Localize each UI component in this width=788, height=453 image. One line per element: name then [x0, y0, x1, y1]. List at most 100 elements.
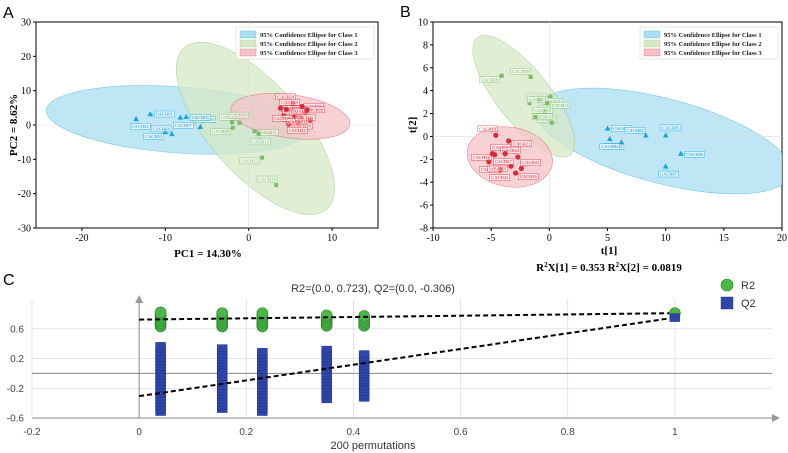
q2-original-model-point: [669, 313, 681, 322]
plot-area: CACH01CACH02CACH03CACH04CACH05CACH06CACH…: [433, 22, 782, 228]
point-CACH06: [183, 113, 189, 119]
point-label-CACH05: CACH05: [662, 125, 680, 130]
point-label-CACH06: CACH06: [192, 115, 210, 120]
point-label-CACH23: CACH23: [489, 166, 507, 171]
point-label-CACH10: CACH10: [527, 94, 545, 99]
point-label-CACH24: CACH24: [277, 94, 295, 99]
label-box-CACH26: [518, 173, 539, 180]
label-box-CACH25: [279, 99, 300, 106]
panel-b-letter: B: [400, 4, 411, 21]
point-label-CACH16: CACH16: [294, 124, 312, 129]
point-label-CACH10: CACH10: [230, 113, 248, 118]
label-box-CACH27: [492, 158, 514, 165]
point-label-CACH13: CACH13: [529, 97, 547, 102]
point-CACH06: [677, 150, 684, 156]
point-CACH03: [618, 139, 625, 145]
y-tick-label-1: -0.2: [7, 384, 25, 395]
panel-b-xlabel: t[1]: [601, 245, 618, 257]
point-label-CACH22: CACH22: [491, 175, 508, 180]
q2-point: [155, 342, 166, 350]
x-tick-label-0: -20: [75, 233, 88, 244]
label-box-CACH14: [256, 175, 278, 183]
legend-entry-1: 95% Confidence Ellipse for Class 1: [664, 32, 762, 39]
y-axis-arrow-icon: [135, 295, 144, 303]
point-label-CACH26: CACH26: [520, 174, 538, 179]
y-tick-label-7: 6: [423, 63, 428, 74]
point-CACH01: [604, 125, 611, 131]
point-label-CACH19: CACH19: [479, 126, 497, 131]
y-tick-label-1: -20: [18, 189, 31, 200]
label-box-CACH09: [510, 68, 531, 75]
y-tick-label-0: -0.6: [7, 414, 25, 425]
label-box-CACH05: [660, 124, 682, 132]
label-box-CACH13: [527, 96, 548, 103]
r2-point: [216, 307, 228, 319]
label-box-CACH12: [250, 138, 271, 146]
point-label-CACH13: CACH13: [241, 158, 259, 163]
x-tick-label-6: 20: [777, 233, 787, 244]
point-label-CACH25: CACH25: [281, 100, 299, 105]
label-box-CACH14: [532, 113, 553, 120]
y-tick-label-6: 30: [21, 18, 31, 29]
label-box-CACH07: [658, 170, 679, 178]
r2-regression-line: [139, 312, 675, 321]
plot-area: CACH01CACH02CACH03CACH04CACH05CACH06CACH…: [36, 22, 378, 228]
point-label-CACH22: CACH22: [289, 128, 306, 133]
label-box-CACH02: [129, 123, 151, 130]
y-tick-label-3: 0: [26, 121, 31, 132]
point-label-CACH27: CACH27: [495, 159, 513, 164]
r2-point: [256, 307, 269, 319]
label-box-CACH04: [150, 125, 172, 133]
point-CACH04: [169, 131, 175, 137]
x-tick-label-4: 10: [661, 233, 671, 244]
label-box-CACH15: [532, 107, 553, 114]
label-box-CACH04: [624, 127, 646, 134]
point-label-CACH12: CACH12: [252, 139, 269, 144]
legend-q2-label: Q2: [741, 298, 756, 310]
panel-a-xlabel: PC1 = 14.30%: [174, 248, 242, 260]
point-label-CACH18: CACH18: [473, 155, 491, 160]
x-tick-label-1: -10: [159, 233, 172, 244]
q2-point: [321, 345, 332, 354]
y-tick-label-4: 10: [21, 86, 31, 97]
point-label-CACH03: CACH03: [601, 144, 619, 149]
label-box-CACH24: [500, 146, 521, 154]
legend-entry-2: 95% Confidence Ellipse for Class 2: [664, 41, 762, 48]
panel-c-permutation-plot: -0.6 -0.2 0.2 0.6 -0.2 0 0.2 0.4 0.6 0.8 1 R2 Q2: [7, 278, 780, 438]
label-box-CACH06: [684, 151, 705, 158]
panel-a-letter: A: [3, 5, 14, 22]
point-label-CACH11: CACH11: [544, 99, 561, 104]
y-tick-label-0: -8: [420, 224, 428, 235]
point-CACH07: [662, 163, 669, 169]
point-label-CACH26: CACH26: [306, 107, 324, 112]
legend-r2-label: R2: [741, 280, 755, 292]
label-box-CACH16: [550, 102, 571, 109]
legend-r2-marker: [720, 278, 734, 292]
point-label-CACH07: CACH07: [175, 123, 193, 128]
point-label-CACH21: CACH21: [291, 110, 308, 115]
legend-entry-3: 95% Confidence Ellipse for Class 3: [664, 50, 762, 57]
label-box-CACH19: [477, 125, 498, 133]
q2-point: [358, 350, 370, 358]
label-box-CACH03: [599, 143, 621, 150]
point-label-CACH04: CACH04: [627, 128, 645, 133]
point-label-CACH23: CACH23: [288, 119, 306, 124]
point-label-CACH14: CACH14: [534, 114, 552, 119]
panel-b-ylabel: t[2]: [407, 117, 419, 134]
legend-entry-3: 95% Confidence Ellipse for Class 3: [260, 50, 358, 57]
panel-c-xlabel: 200 permutations: [331, 440, 416, 452]
q2-point: [257, 348, 268, 356]
point-label-CACH25: CACH25: [522, 160, 540, 165]
point-label-CACH01: CACH01: [613, 126, 630, 131]
point-label-CACH09: CACH09: [512, 69, 530, 74]
x-tick-label-3: 5: [605, 233, 610, 244]
y-tick-label-2: -4: [420, 178, 428, 189]
point-label-CACH24: CACH24: [502, 148, 520, 153]
y-tick-label-2: 0.2: [10, 354, 24, 365]
y-tick-label-0: -30: [18, 224, 31, 235]
point-label-CACH20: CACH20: [305, 104, 323, 109]
point-label-CACH16: CACH16: [552, 103, 570, 108]
legend-q2-marker: [720, 296, 734, 310]
x-tick-label-3: 0.4: [346, 427, 360, 438]
panel-a-pca-plot: -20 -10 0 10 -30 -20 -10 0 10 20 30 CACH01 CACH02 CAC…: [18, 18, 379, 244]
